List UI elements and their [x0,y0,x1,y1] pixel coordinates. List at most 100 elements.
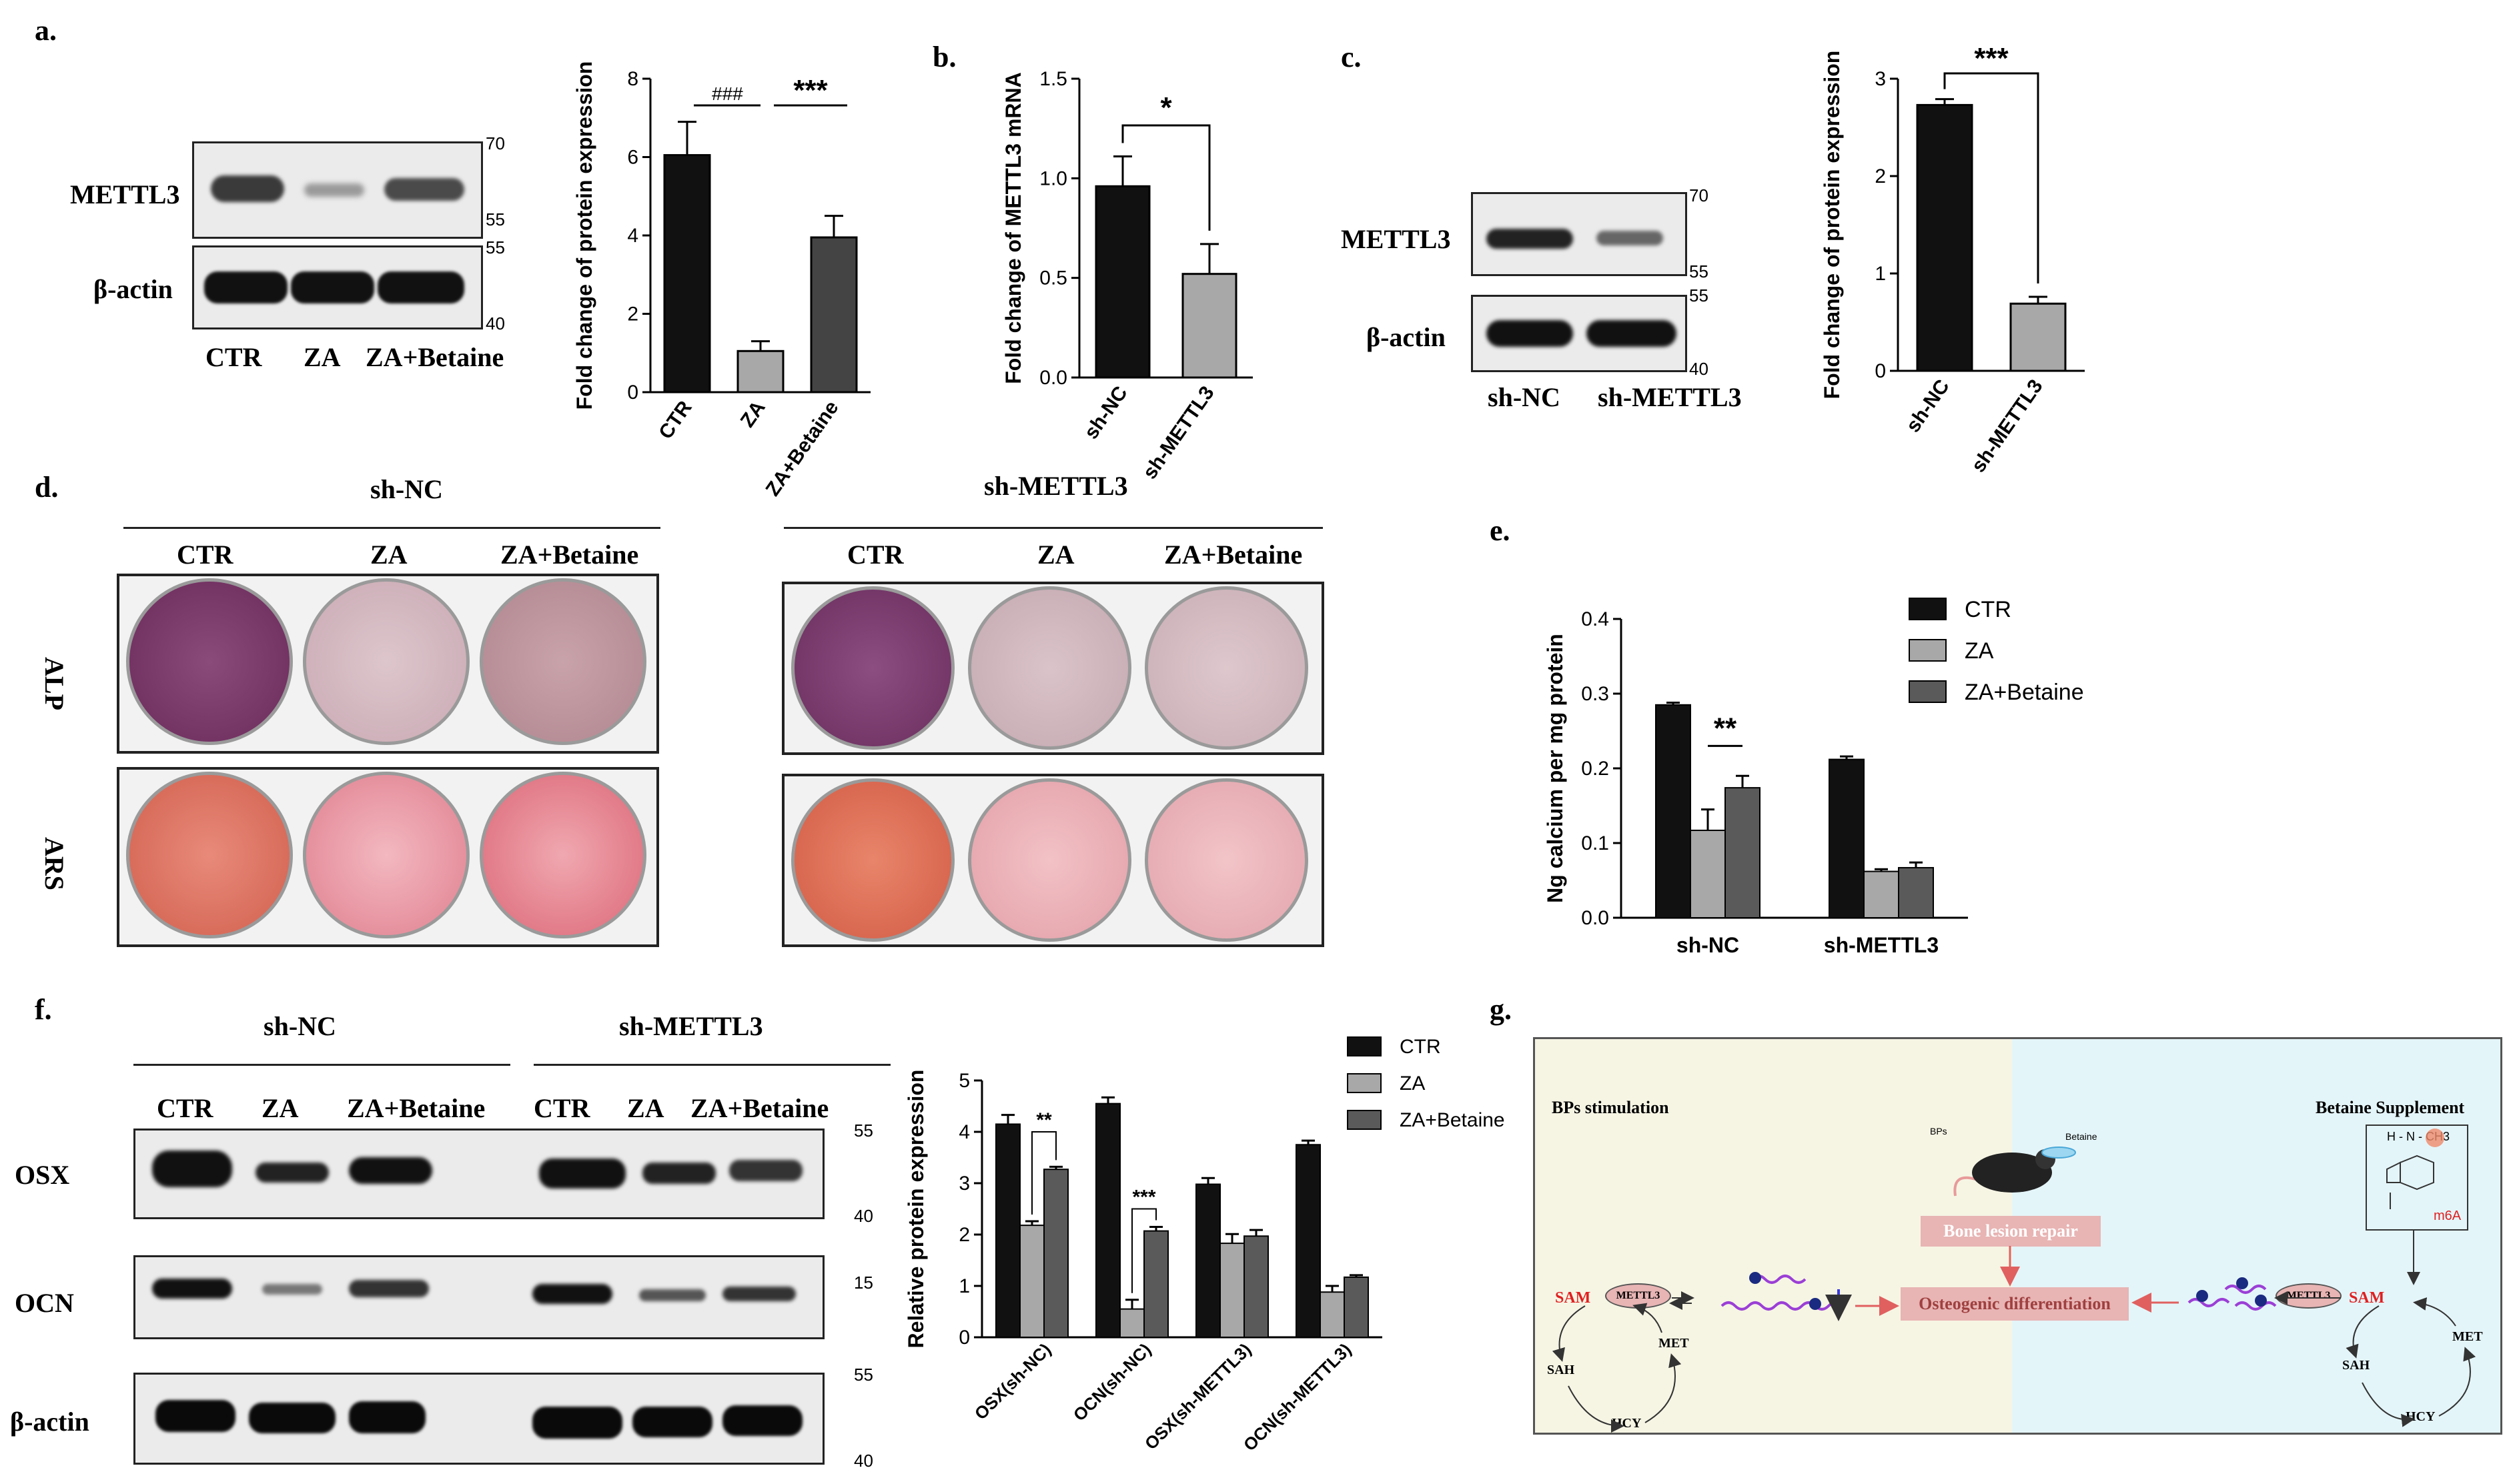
plate-alp-sh-nc [117,574,659,754]
lane-label: ZA [262,1093,299,1123]
y-tick-label: 1.0 [1039,167,1067,189]
bar [663,154,711,394]
bar [2009,302,2067,372]
plate-ars-sh-mettl3 [782,774,1324,947]
y-tick-label: 0 [627,382,638,404]
sig-annotation: * [1160,91,1172,124]
row-label-ocn: OCN [15,1288,74,1318]
betaine-supplement-title: Betaine Supplement [2316,1098,2465,1117]
bar [1916,103,1973,372]
bps-stimulation-title: BPs stimulation [1552,1098,1669,1117]
lane-label: CTR [847,540,904,570]
panel-label-a: a. [35,14,57,47]
y-tick-label: 1 [1875,263,1886,285]
lane-label: ZA+Betaine [347,1093,486,1123]
y-tick-label: 0.0 [1039,367,1067,389]
met-left: MET [1658,1336,1689,1351]
legend-swatch [1347,1036,1382,1056]
legend-swatch [1347,1110,1382,1130]
lane-label: ZA+Betaine [366,342,504,372]
blot-row-label-mettl3: METTL3 [70,179,180,209]
legend-label: CTR [1400,1036,1441,1058]
panel-label-f: f. [35,993,52,1026]
panel-label-e: e. [1490,514,1510,547]
sig-annotation: ** [1036,1109,1052,1131]
legend-swatch [1909,680,1947,703]
bar [1655,704,1691,919]
marker-55: 55 [486,209,505,229]
chart-c: 0 1 2 3 Fold change of protein expression sh-… [1820,42,2085,476]
y-tick-label: 0.3 [1581,683,1609,705]
sig-annotation: *** [1974,42,2009,75]
sig-bracket [1943,72,2039,284]
x-tick-label: OCN(sh-METTL3) [1239,1339,1355,1455]
y-tick-label: 0.4 [1581,608,1609,630]
y-tick-label: 1.5 [1039,68,1067,90]
y-axis-label: Fold change of protein expression [572,61,596,410]
panel-label-b: b. [933,41,957,73]
marker-55b: 55 [1689,285,1708,305]
panel-g-schematic: BPs stimulation Betaine Supplement BPs B… [1533,1037,2502,1435]
marker: 40 [854,1451,873,1471]
marker: 55 [854,1121,873,1141]
y-tick-label: 2 [627,303,638,325]
bar [1829,758,1865,919]
y-tick-label: 0.0 [1581,907,1609,929]
lane-label: ZA [304,342,341,372]
x-tick-label: sh-METTL3 [1967,376,2047,476]
bar [810,236,858,394]
blot-row-label-actin: β-actin [93,274,173,304]
plate-ars-sh-nc [117,767,659,947]
methyl-circle [2426,1129,2444,1147]
x-tick-label: sh-METTL3 [1139,382,1219,483]
marker-70: 70 [1689,185,1708,205]
sig-bracket [1131,1208,1157,1293]
legend-swatch [1909,598,1947,620]
bar [1019,1225,1045,1339]
plate-alp-sh-mettl3 [782,582,1324,755]
y-tick-label: 8 [627,68,638,90]
osteogenic-differentiation-box: Osteogenic differentiation [1901,1287,2129,1321]
group-line [133,1064,510,1066]
marker: 55 [854,1365,873,1385]
x-tick-label: ZA [736,397,770,432]
group-line-left [123,527,660,529]
lane-label: ZA+Betaine [1164,540,1303,570]
bar [1219,1243,1245,1338]
marker-40: 40 [1689,359,1708,379]
blot-actin [192,245,483,329]
sam-left: SAM [1555,1289,1591,1307]
bps-small-label: BPs [1930,1126,1947,1137]
y-tick-label: 0 [959,1327,970,1349]
blot-actin-f [133,1373,825,1465]
bar [1195,1183,1221,1339]
x-tick-label: ZA+Betaine [762,397,843,500]
legend-swatch [1347,1073,1382,1093]
sig-bracket [1121,124,1211,231]
lane-label: CTR [534,1093,590,1123]
sah-left: SAH [1547,1363,1575,1377]
x-tick-label: OSX(sh-METTL3) [1141,1339,1255,1453]
lane-label: ZA [1037,540,1075,570]
row-label-alp: ALP [39,657,69,710]
y-tick-label: 3 [959,1173,970,1195]
legend-label: ZA+Betaine [1965,680,2084,705]
x-tick-label: sh-NC [1902,376,1954,436]
y-tick-label: 4 [959,1121,970,1143]
marker-40: 40 [486,313,505,333]
x-tick-label: sh-NC [1080,382,1132,443]
legend-swatch [1909,639,1947,662]
group-label-sh-mettl3: sh-METTL3 [984,471,1128,501]
group-label: sh-NC [264,1011,336,1041]
bar [1724,787,1760,918]
bar [1863,870,1899,919]
sig-annotation: *** [1132,1187,1155,1209]
y-tick-label: 5 [959,1070,970,1092]
lane-label: CTR [205,342,262,372]
sah-right: SAH [2342,1358,2370,1373]
bar [1181,273,1237,379]
m6a-label: m6A [2434,1209,2462,1223]
blot-actin-c [1471,295,1687,372]
blot-row-label-actin: β-actin [1366,322,1446,352]
